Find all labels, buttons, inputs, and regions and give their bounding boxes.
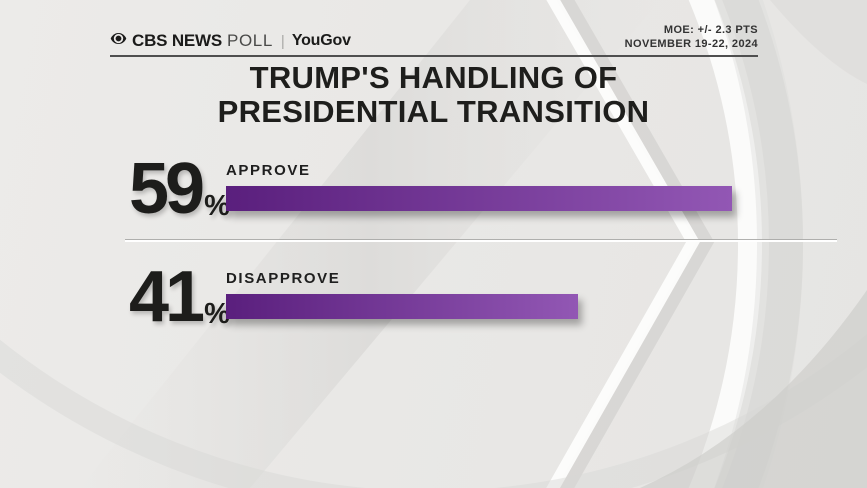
header-rule — [110, 55, 758, 57]
disapprove-bar — [226, 294, 578, 319]
disapprove-value: 41 % — [129, 257, 230, 337]
margin-of-error: MOE: +/- 2.3 PTS — [663, 24, 758, 36]
bar-row-disapprove: 41 % DISAPPROVE — [0, 257, 867, 337]
brand-separator: | — [280, 32, 285, 50]
cbs-news-wordmark: CBS NEWS — [132, 31, 223, 50]
approve-label: APPROVE — [226, 162, 311, 179]
chart-title: TRUMP'S HANDLING OF PRESIDENTIAL TRANSIT… — [0, 61, 867, 129]
brand-lockup: CBS NEWS POLL | YouGov — [110, 30, 351, 52]
disapprove-percent-sign: % — [204, 298, 230, 330]
approve-number: 59 — [129, 149, 205, 229]
poll-dates: NOVEMBER 19-22, 2024 — [624, 38, 758, 50]
chart-title-line2: PRESIDENTIAL TRANSITION — [217, 94, 650, 129]
approve-percent-sign: % — [204, 190, 230, 222]
approve-value: 59 % — [129, 149, 230, 229]
chart-title-line1: TRUMP'S HANDLING OF — [249, 60, 618, 95]
yougov-wordmark: YouGov — [291, 32, 351, 49]
approve-bar — [226, 186, 732, 211]
disapprove-label: DISAPPROVE — [226, 270, 341, 287]
disapprove-number: 41 — [129, 257, 205, 337]
row-divider — [125, 240, 837, 242]
bar-row-approve: 59 % APPROVE — [0, 149, 867, 229]
poll-wordmark: POLL — [227, 31, 273, 50]
poll-meta: MOE: +/- 2.3 PTS NOVEMBER 19-22, 2024 — [625, 23, 758, 51]
cbs-eye-icon — [110, 30, 127, 52]
